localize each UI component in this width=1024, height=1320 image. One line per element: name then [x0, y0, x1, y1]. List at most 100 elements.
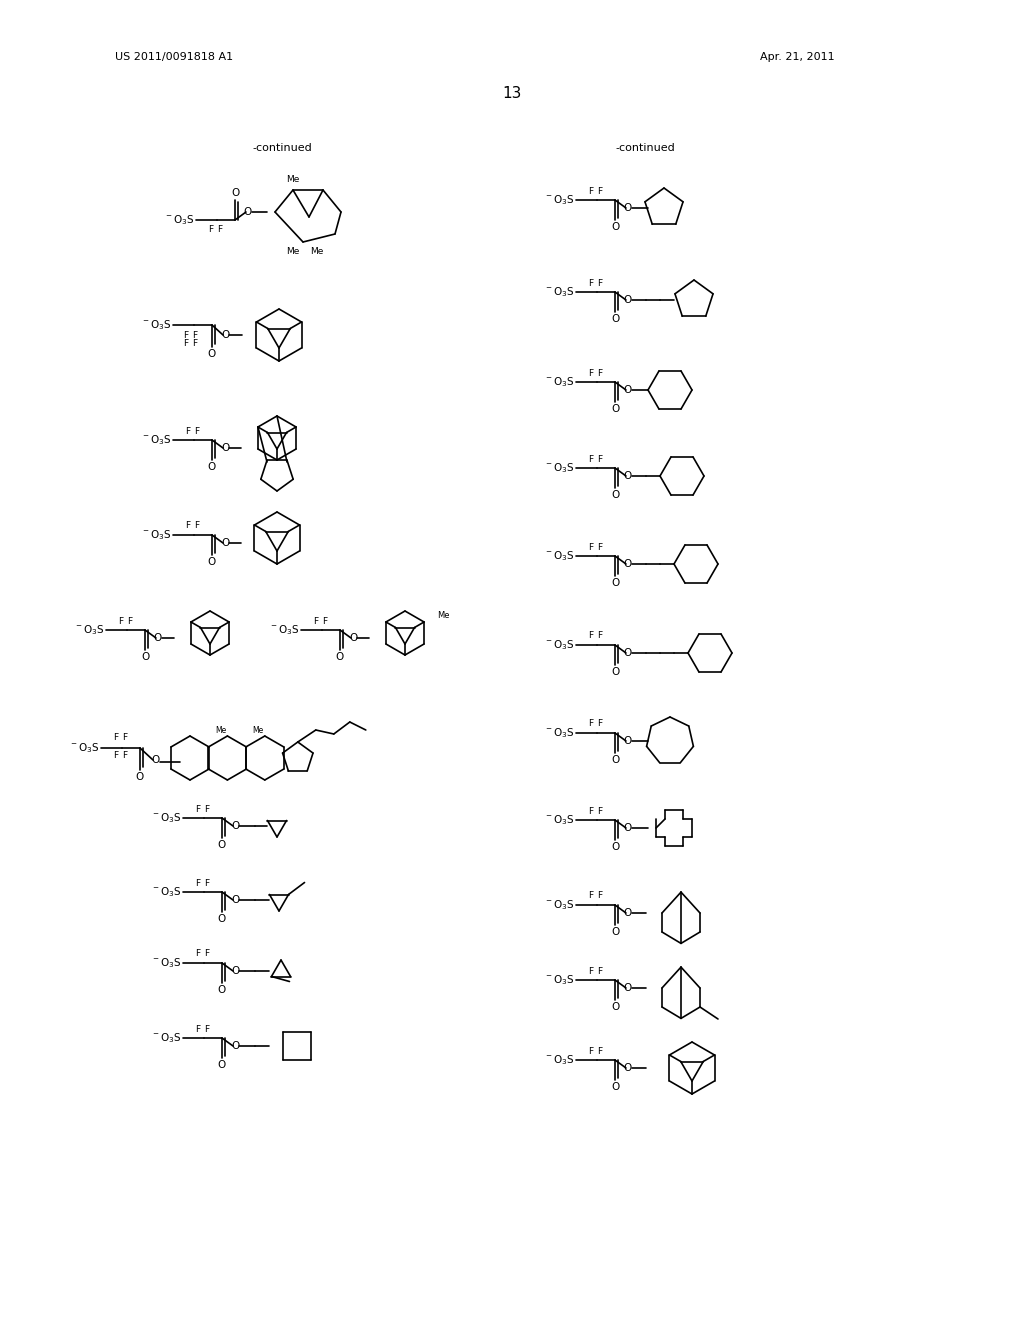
Text: O: O: [208, 462, 216, 473]
Text: F: F: [597, 368, 602, 378]
Text: O: O: [221, 539, 229, 548]
Text: -continued: -continued: [615, 143, 675, 153]
Text: O: O: [624, 385, 632, 395]
Text: O: O: [611, 1082, 620, 1092]
Text: $^-$O$_3$S: $^-$O$_3$S: [165, 213, 195, 227]
Text: F: F: [313, 616, 318, 626]
Text: F: F: [123, 751, 128, 760]
Text: O: O: [230, 895, 240, 906]
Text: $^-$O$_3$S: $^-$O$_3$S: [545, 193, 575, 207]
Text: Me: Me: [215, 726, 226, 735]
Text: F: F: [589, 368, 594, 378]
Text: O: O: [230, 821, 240, 832]
Text: F: F: [114, 751, 119, 760]
Text: $^-$O$_3$S: $^-$O$_3$S: [141, 433, 172, 447]
Text: O: O: [230, 1041, 240, 1051]
Text: F: F: [196, 879, 201, 887]
Text: F: F: [589, 719, 594, 729]
Text: O: O: [244, 207, 252, 216]
Text: $^-$O$_3$S: $^-$O$_3$S: [545, 1053, 575, 1067]
Text: O: O: [208, 557, 216, 568]
Text: 13: 13: [503, 86, 521, 100]
Text: F: F: [205, 949, 210, 958]
Text: O: O: [624, 822, 632, 833]
Text: $^-$O$_3$S: $^-$O$_3$S: [545, 813, 575, 826]
Text: O: O: [611, 490, 620, 500]
Text: Me: Me: [287, 174, 300, 183]
Text: O: O: [611, 842, 620, 851]
Text: $^-$O$_3$S: $^-$O$_3$S: [545, 973, 575, 987]
Text: F: F: [589, 966, 594, 975]
Text: F: F: [196, 949, 201, 958]
Text: -continued: -continued: [252, 143, 312, 153]
Text: F: F: [209, 226, 214, 235]
Text: F: F: [589, 543, 594, 552]
Text: O: O: [218, 1060, 226, 1071]
Text: O: O: [611, 222, 620, 232]
Text: O: O: [208, 348, 216, 359]
Text: O: O: [611, 404, 620, 414]
Text: F: F: [597, 891, 602, 900]
Text: F: F: [589, 807, 594, 816]
Text: F: F: [205, 804, 210, 813]
Text: O: O: [611, 1002, 620, 1012]
Text: $^-$O$_3$S: $^-$O$_3$S: [141, 318, 172, 331]
Text: F: F: [193, 330, 198, 339]
Text: $^-$O$_3$S: $^-$O$_3$S: [152, 810, 182, 825]
Text: O: O: [230, 966, 240, 975]
Text: US 2011/0091818 A1: US 2011/0091818 A1: [115, 51, 233, 62]
Text: O: O: [154, 634, 162, 643]
Text: F: F: [597, 807, 602, 816]
Text: O: O: [624, 648, 632, 657]
Text: $^-$O$_3$S: $^-$O$_3$S: [545, 375, 575, 389]
Text: F: F: [196, 1024, 201, 1034]
Text: F: F: [193, 338, 198, 347]
Text: O: O: [624, 294, 632, 305]
Text: F: F: [589, 186, 594, 195]
Text: F: F: [597, 186, 602, 195]
Text: $^-$O$_3$S: $^-$O$_3$S: [152, 1031, 182, 1045]
Text: F: F: [195, 426, 200, 436]
Text: F: F: [589, 279, 594, 288]
Text: F: F: [183, 330, 188, 339]
Text: O: O: [624, 471, 632, 480]
Text: $^-$O$_3$S: $^-$O$_3$S: [269, 623, 300, 636]
Text: F: F: [127, 616, 132, 626]
Text: O: O: [136, 772, 144, 781]
Text: F: F: [597, 1047, 602, 1056]
Text: O: O: [624, 1063, 632, 1073]
Text: $^-$O$_3$S: $^-$O$_3$S: [545, 726, 575, 741]
Text: $^-$O$_3$S: $^-$O$_3$S: [75, 623, 105, 636]
Text: O: O: [218, 840, 226, 850]
Text: F: F: [597, 719, 602, 729]
Text: F: F: [589, 454, 594, 463]
Text: F: F: [589, 1047, 594, 1056]
Text: Apr. 21, 2011: Apr. 21, 2011: [760, 51, 835, 62]
Text: O: O: [336, 652, 344, 663]
Text: O: O: [624, 737, 632, 746]
Text: $^-$O$_3$S: $^-$O$_3$S: [70, 741, 100, 755]
Text: O: O: [611, 314, 620, 323]
Text: O: O: [611, 755, 620, 766]
Text: $^-$O$_3$S: $^-$O$_3$S: [141, 528, 172, 543]
Text: O: O: [230, 187, 240, 198]
Text: F: F: [185, 426, 190, 436]
Text: Me: Me: [253, 726, 264, 735]
Text: O: O: [624, 203, 632, 213]
Text: $^-$O$_3$S: $^-$O$_3$S: [152, 886, 182, 899]
Text: O: O: [221, 444, 229, 453]
Text: $^-$O$_3$S: $^-$O$_3$S: [545, 461, 575, 475]
Text: O: O: [624, 908, 632, 917]
Text: O: O: [141, 652, 150, 663]
Text: O: O: [349, 634, 357, 643]
Text: F: F: [183, 338, 188, 347]
Text: F: F: [195, 521, 200, 531]
Text: F: F: [589, 891, 594, 900]
Text: F: F: [589, 631, 594, 640]
Text: Me: Me: [437, 610, 450, 619]
Text: F: F: [205, 1024, 210, 1034]
Text: F: F: [597, 454, 602, 463]
Text: Me: Me: [287, 248, 300, 256]
Text: O: O: [218, 985, 226, 995]
Text: O: O: [221, 330, 229, 341]
